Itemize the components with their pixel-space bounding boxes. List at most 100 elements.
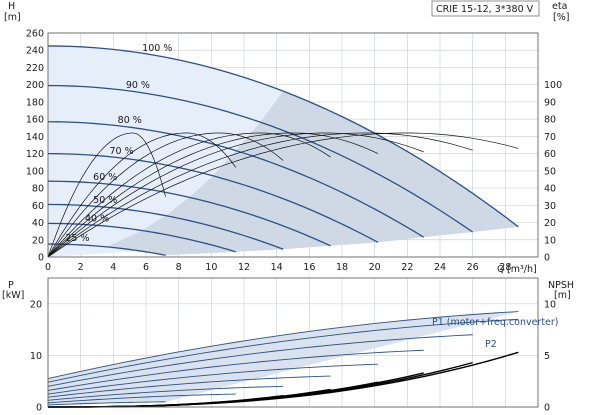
x-tick-label: 18 [336, 262, 348, 273]
x-tick-label: 24 [434, 262, 446, 273]
qh-curve [47, 121, 425, 238]
y-tick-label: 260 [26, 29, 44, 40]
y-axis-unit: [m] [4, 12, 21, 23]
power-tick-label: 0 [36, 403, 42, 414]
efficiency-curves [47, 132, 519, 258]
y-tick-label: 240 [26, 46, 44, 57]
power-curve [47, 393, 236, 404]
x-tick-label: 14 [271, 262, 283, 273]
qh-tick-labels: 0 2 4 6 8 10 12 14 16 18 20 22 24 26 28020406080100120… [26, 29, 562, 274]
y-tick-label: 100 [26, 166, 44, 177]
title-box [431, 0, 540, 17]
power-tick-label: 10 [30, 351, 42, 362]
y-tick-label: 40 [32, 218, 44, 229]
power-tick-label: 20 [30, 299, 42, 310]
speed-label: 25 % [65, 233, 89, 244]
qh-curve [47, 45, 519, 228]
y-tick-label: 20 [32, 235, 44, 246]
qh-fill-regions [48, 45, 519, 257]
efficiency-curve [47, 132, 473, 258]
y2-tick-label: 60 [544, 149, 556, 160]
power-curves [47, 311, 519, 406]
x-tick-label: 0 [45, 262, 51, 273]
x-tick-label: 16 [303, 262, 315, 273]
power-range-fill [48, 311, 519, 405]
power-curve [47, 349, 424, 391]
efficiency-curve [47, 132, 519, 258]
x-tick-label: 10 [205, 262, 217, 273]
y-tick-label: 60 [32, 201, 44, 212]
y-tick-label: 140 [26, 132, 44, 143]
power-curve [47, 363, 378, 395]
y2-tick-label: 10 [544, 235, 556, 246]
x-axis-label: Q [497, 264, 504, 275]
power-axis-unit: [kW] [2, 290, 24, 301]
qh-curve [47, 84, 474, 233]
qh-curve [48, 243, 166, 256]
x-tick-label: 4 [110, 262, 116, 273]
y-axis-label: H [8, 1, 15, 12]
speed-label: 40 % [85, 213, 109, 224]
y2-tick-label: 20 [544, 218, 556, 229]
npsh-tick-label: 10 [544, 299, 556, 310]
y-tick-label: 0 [38, 253, 44, 264]
y2-axis-unit: [%] [553, 12, 569, 23]
x-tick-label: 28 [499, 262, 511, 273]
power-tick-labels: 0 10 20 0 5 10 [30, 299, 556, 413]
p1-series-label: P1 (motor+freq.converter) [432, 317, 559, 328]
y-tick-label: 220 [26, 63, 44, 74]
chart-title: CRIE 15-12, 3*380 V [436, 4, 534, 15]
y2-tick-label: 40 [544, 184, 556, 195]
efficiency-curve [47, 132, 424, 258]
power-curve [47, 375, 331, 398]
p2-series-label: P2 [485, 339, 497, 350]
npsh-tick-label: 0 [544, 403, 550, 414]
speed-label: 50 % [93, 195, 117, 206]
x-tick-label: 12 [238, 262, 250, 273]
npsh-axis-label: NPSH [548, 280, 574, 291]
qh-curve [47, 152, 379, 243]
y-tick-label: 200 [26, 80, 44, 91]
y2-tick-label: 50 [544, 166, 556, 177]
qh-curve [47, 180, 331, 247]
qh-plot-frame [47, 32, 539, 258]
speed-label: 70 % [110, 146, 134, 157]
efficiency-curve [47, 132, 166, 258]
power-npsh-chart: 0 10 20 0 5 10 P [kW] NPSH [m] P1 (motor+freq… [2, 277, 574, 414]
y2-tick-label: 70 [544, 132, 556, 143]
qh-curve [47, 222, 237, 253]
npsh-tick-label: 5 [544, 351, 550, 362]
efficiency-curve [47, 132, 284, 258]
power-curve [47, 385, 284, 401]
y2-tick-label: 30 [544, 201, 556, 212]
x-tick-label: 20 [369, 262, 381, 273]
power-curve [47, 318, 519, 383]
qh-curve [47, 203, 284, 250]
y2-tick-label: 0 [544, 253, 550, 264]
x-tick-label: 26 [467, 262, 479, 273]
power-curve [47, 334, 473, 387]
power-plot-frame [47, 277, 539, 408]
power-fill-region [48, 311, 519, 405]
y2-tick-label: 100 [544, 80, 562, 91]
x-tick-label: 2 [78, 262, 84, 273]
y-tick-label: 180 [26, 97, 44, 108]
speed-label: 100 % [142, 43, 172, 54]
x-tick-label: 22 [401, 262, 413, 273]
power-curve [47, 311, 519, 380]
y2-tick-label: 90 [544, 97, 556, 108]
operating-range-dark [106, 91, 519, 256]
power-axis-label: P [8, 280, 14, 291]
npsh-axis-unit: [m] [554, 290, 571, 301]
y-tick-label: 120 [26, 149, 44, 160]
speed-label: 90 % [126, 80, 150, 91]
y-tick-label: 80 [32, 184, 44, 195]
y2-axis-label: eta [552, 1, 567, 12]
y2-tick-label: 80 [544, 115, 556, 126]
speed-labels: 100 % 90 % 80 % 70 % 60 % 50 % 40 % 25 % [65, 43, 172, 244]
power-curve [47, 401, 166, 406]
y-tick-label: 160 [26, 115, 44, 126]
qh-curves [47, 45, 519, 256]
efficiency-curve [47, 132, 237, 258]
